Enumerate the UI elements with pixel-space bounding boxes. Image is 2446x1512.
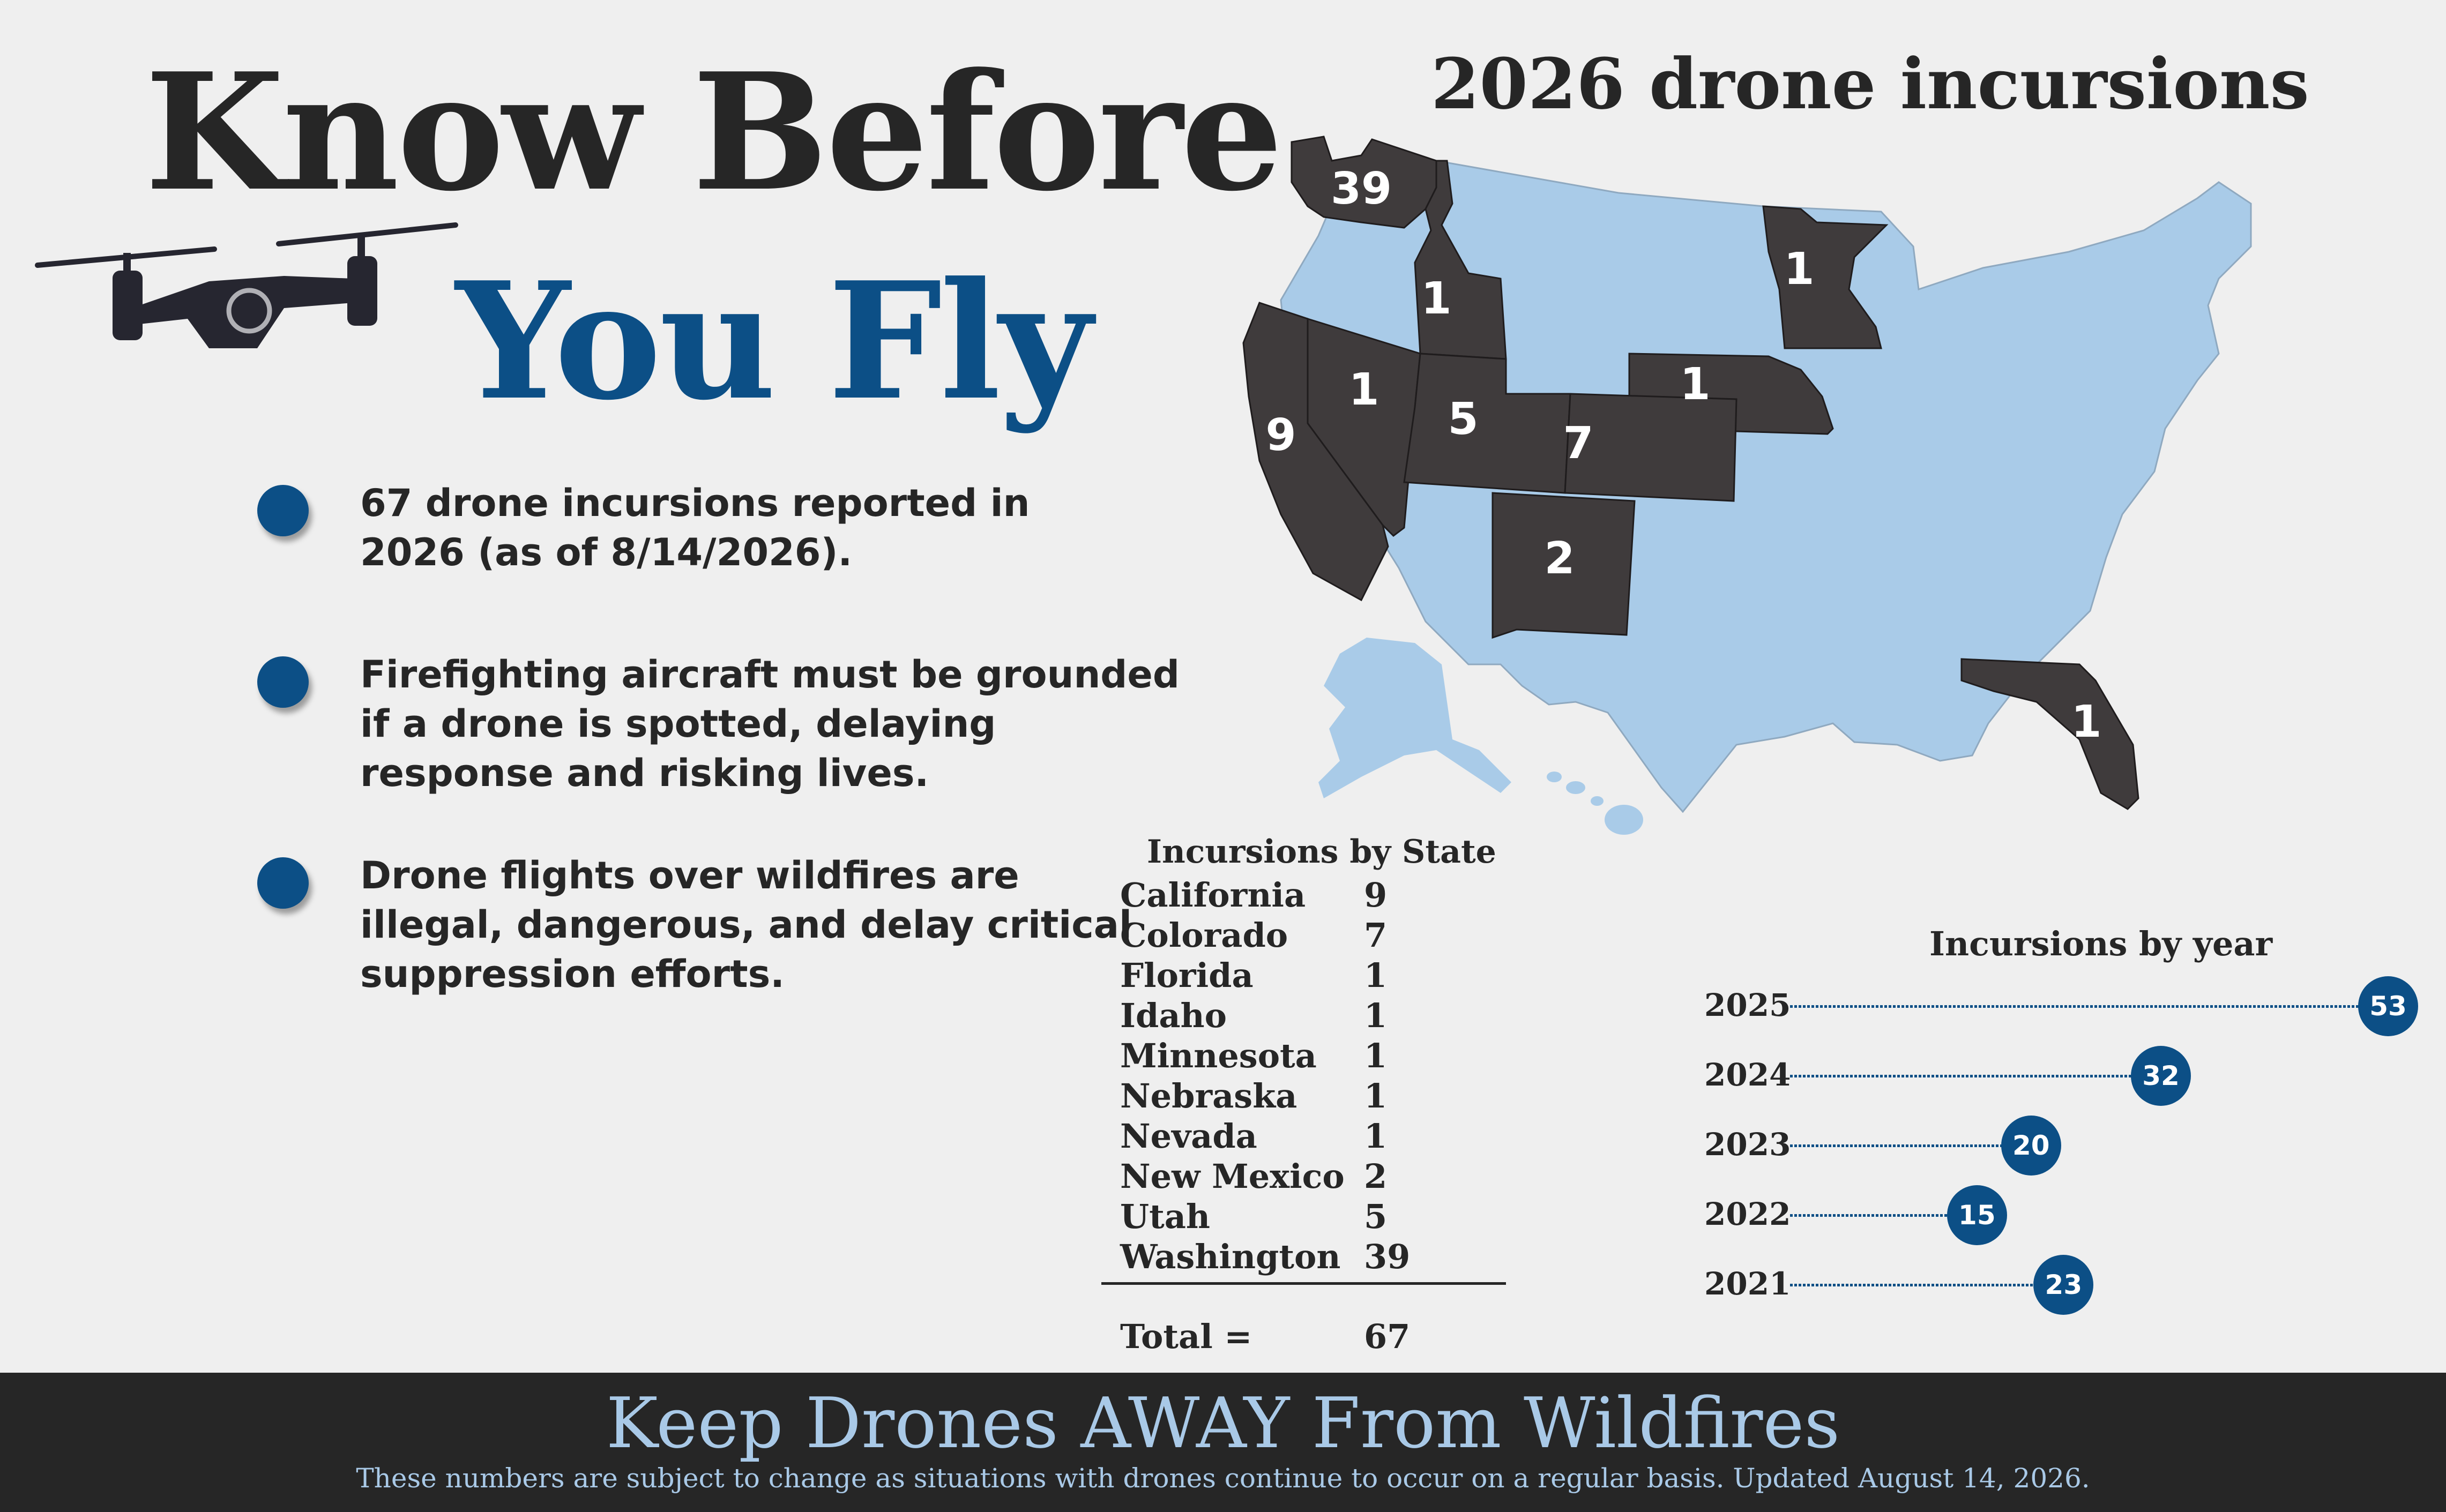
bullet-circle-icon (257, 485, 309, 536)
year-label: 2025 (1704, 987, 1791, 1023)
table-row: California 9 (1120, 875, 1388, 915)
footer-title: Keep Drones AWAY From Wildfires (606, 1382, 1840, 1464)
table-row: Nevada 1 (1120, 1117, 1388, 1156)
table-row: Utah 5 (1120, 1197, 1388, 1236)
bullet-text-1: 67 drone incursions reported in 2026 (as … (360, 481, 1030, 574)
year-label: 2022 (1704, 1196, 1791, 1232)
map-label-mn: 1 (1784, 244, 1814, 295)
table-row: Washington 39 (1120, 1237, 1411, 1276)
table-row: Florida 1 (1120, 956, 1388, 995)
map-label-ut: 5 (1448, 394, 1478, 445)
map-label-co: 7 (1563, 418, 1593, 469)
year-bar (1790, 1075, 2137, 1077)
year-value-badge: 15 (1947, 1185, 2007, 1245)
state-minnesota (1762, 205, 1889, 349)
map-label-ca: 9 (1265, 410, 1296, 461)
map-label-wa: 39 (1331, 163, 1392, 214)
year-value-badge: 32 (2131, 1046, 2191, 1106)
year-bar (1790, 1005, 2363, 1008)
table-row: Minnesota 1 (1120, 1036, 1388, 1075)
year-bar (1790, 1214, 1952, 1217)
footer-bar (0, 1373, 2446, 1512)
year-chart-title: Incursions by year (1929, 924, 2273, 963)
state-table: California 9 Colorado 7 Florida 1 Idaho 1 Mi… (1120, 875, 1410, 1277)
year-label: 2024 (1704, 1057, 1791, 1093)
year-bar (1790, 1144, 2007, 1147)
drone-icon (35, 222, 458, 348)
state-california (1242, 302, 1389, 602)
alaska-shape (1318, 638, 1511, 798)
map-label-fl: 1 (2071, 697, 2101, 747)
map-label-nv: 1 (1348, 364, 1379, 415)
footer-note: These numbers are subject to change as s… (356, 1463, 2090, 1494)
us-map: 39 1 1 1 1 5 7 9 2 1 (1200, 129, 2252, 835)
year-label: 2023 (1704, 1126, 1791, 1163)
table-row: New Mexico 2 (1120, 1157, 1388, 1196)
state-colorado (1564, 393, 1737, 502)
bullet-circle-icon (257, 857, 309, 909)
table-row: Colorado 7 (1120, 916, 1388, 955)
title-line-2: You Fly (456, 246, 1092, 436)
table-row: Nebraska 1 (1120, 1076, 1388, 1116)
table-total: Total = 67 (1120, 1317, 1411, 1356)
year-label: 2021 (1704, 1266, 1791, 1302)
bullet-circle-icon (257, 656, 309, 708)
year-value-badge: 23 (2033, 1255, 2094, 1315)
year-bar (1790, 1284, 2039, 1286)
title-line-1: Know Before (145, 38, 1283, 227)
map-label-ne: 1 (1680, 359, 1710, 410)
state-table-title: Incursions by State (1147, 833, 1496, 871)
table-divider (1101, 1282, 1506, 1285)
map-title: 2026 drone incursions (1431, 43, 2309, 125)
bullet-text-3: Drone flights over wildfires are illegal,… (360, 854, 1132, 996)
table-row: Idaho 1 (1120, 996, 1388, 1035)
hawaii-shape (1547, 772, 1643, 835)
state-new-mexico (1492, 492, 1636, 639)
year-value-badge: 53 (2358, 976, 2418, 1036)
map-label-nm: 2 (1544, 533, 1575, 584)
state-florida (1960, 658, 2139, 810)
bullet-text-2: Firefighting aircraft must be grounded if… (360, 653, 1180, 795)
year-value-badge: 20 (2001, 1116, 2061, 1176)
map-label-id: 1 (1421, 273, 1451, 324)
